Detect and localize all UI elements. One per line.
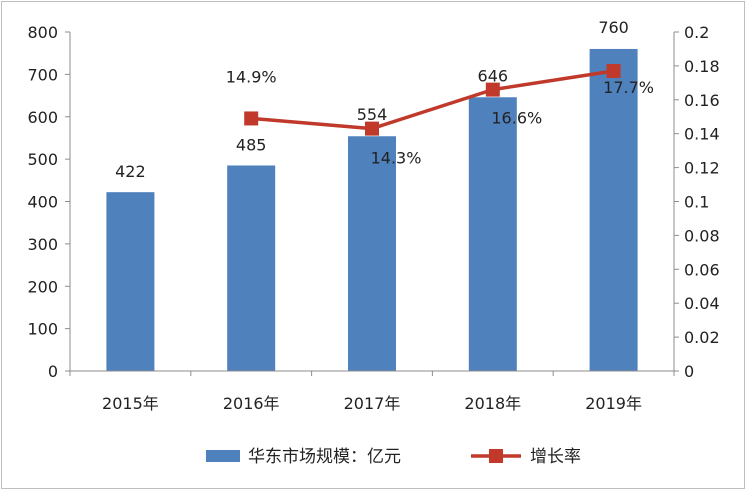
growth-marker-3	[606, 63, 621, 78]
y-left-tick-label: 700	[27, 65, 58, 84]
bar-data-label: 485	[236, 135, 267, 154]
growth-line	[251, 69, 614, 131]
y-left-tick-label: 800	[27, 23, 58, 42]
x-tick-label: 2016年	[223, 394, 280, 413]
bar-data-label: 554	[357, 105, 388, 124]
y-right-tick-label: 0.06	[684, 260, 720, 279]
y-right-tick-label: 0.16	[684, 91, 720, 110]
line-data-label: 16.6%	[491, 109, 542, 128]
y-left-tick-label: 0	[48, 362, 58, 381]
y-left-tick-label: 200	[27, 277, 58, 296]
y-right-tick-label: 0.14	[684, 125, 720, 144]
legend-swatch-marker	[489, 449, 503, 463]
y-left-tick-label: 100	[27, 320, 58, 339]
growth-marker-0	[244, 111, 259, 126]
legend-label-bar: 华东市场规模：亿元	[248, 447, 401, 467]
y-left-tick-label: 400	[27, 193, 58, 212]
line-data-label: 17.7%	[603, 78, 654, 97]
bar-1	[227, 165, 276, 371]
x-tick-label: 2018年	[464, 394, 521, 413]
y-left-tick-label: 500	[27, 150, 58, 169]
bar-3	[468, 97, 517, 371]
y-left-tick-label: 600	[27, 108, 58, 127]
x-tick-label: 2017年	[344, 394, 401, 413]
legend-label-line: 增长率	[530, 447, 581, 467]
bar-0	[106, 192, 155, 371]
line-data-label: 14.3%	[371, 149, 422, 168]
line-data-label: 14.9%	[226, 67, 277, 86]
y-right-tick-label: 0.02	[684, 328, 720, 347]
x-tick-label: 2019年	[585, 394, 642, 413]
bar-4	[589, 48, 638, 371]
growth-marker-1	[365, 121, 379, 136]
y-right-tick-label: 0.08	[684, 226, 720, 245]
growth-marker-2	[485, 82, 500, 97]
legend-swatch-bar	[206, 450, 240, 462]
bar-data-label: 760	[598, 18, 629, 37]
y-right-tick-label: 0.18	[684, 57, 720, 76]
y-right-tick-label: 0.12	[684, 159, 720, 178]
bar-data-label: 422	[115, 162, 146, 181]
y-left-tick-label: 300	[27, 235, 58, 254]
x-tick-label: 2015年	[102, 394, 159, 413]
y-right-tick-label: 0	[684, 362, 694, 381]
bar-data-label: 646	[478, 66, 509, 85]
bar-2	[348, 136, 396, 371]
y-right-tick-label: 0.1	[684, 193, 709, 212]
y-right-tick-label: 0.2	[684, 23, 709, 42]
y-right-tick-label: 0.04	[684, 294, 720, 313]
